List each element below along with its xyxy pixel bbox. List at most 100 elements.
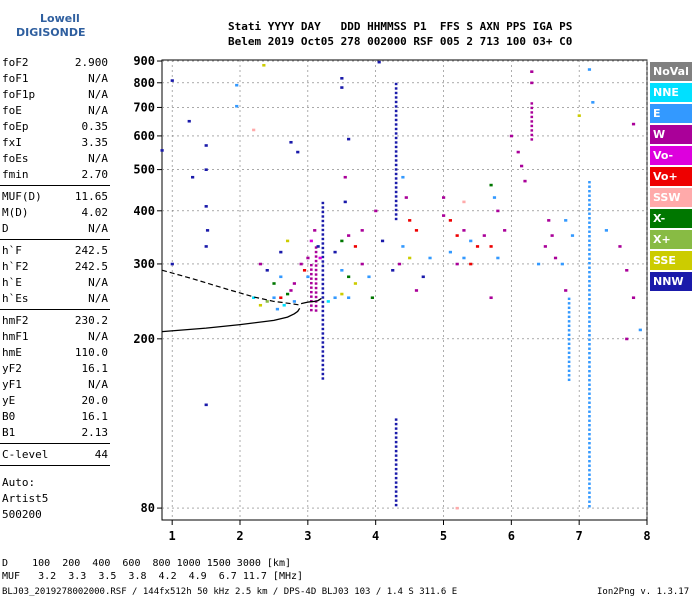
param-name: h`Es xyxy=(2,292,29,305)
echo-streak-mark xyxy=(588,320,591,323)
echo-streak-mark xyxy=(588,203,591,206)
echo-point xyxy=(536,262,541,266)
echo-streak-mark xyxy=(321,255,325,259)
echo-streak-mark xyxy=(321,260,325,263)
echo-streak-mark xyxy=(588,266,591,269)
echo-streak-mark xyxy=(321,368,325,371)
echo-point xyxy=(333,250,337,254)
param-value: 230.2 xyxy=(74,314,108,327)
param-separator xyxy=(0,465,110,466)
param-value: N/A xyxy=(88,292,108,305)
echo-streak-mark xyxy=(567,311,571,314)
echo-point xyxy=(204,144,208,147)
echo-streak-mark xyxy=(394,499,398,502)
echo-point xyxy=(204,168,208,171)
echo-point xyxy=(191,175,195,179)
echo-point xyxy=(353,282,358,285)
echo-streak-mark xyxy=(588,302,591,305)
echo-streak-mark xyxy=(567,302,571,305)
param-name: fmin xyxy=(2,168,29,181)
echo-point xyxy=(374,209,378,213)
param-row: h`F2 242.5 xyxy=(2,259,108,275)
echo-streak-mark xyxy=(314,309,318,312)
o-trace-line xyxy=(300,297,322,305)
echo-point xyxy=(448,219,452,222)
param-row: h`Es N/A xyxy=(2,291,108,307)
echo-streak-mark xyxy=(321,305,325,308)
echo-point xyxy=(414,289,419,292)
echo-streak-mark xyxy=(314,277,318,281)
echo-point xyxy=(401,245,405,248)
param-row: M(D) 4.02 xyxy=(2,205,108,221)
echo-point xyxy=(370,296,374,300)
echo-streak-mark xyxy=(394,150,398,153)
param-value: 110.0 xyxy=(74,346,108,359)
echo-point xyxy=(160,149,164,152)
echo-streak-mark xyxy=(394,458,398,462)
echo-point xyxy=(285,239,290,243)
echo-point xyxy=(318,256,322,260)
echo-point xyxy=(367,275,371,279)
echo-point xyxy=(252,128,256,132)
echo-streak-mark xyxy=(588,289,591,292)
echo-streak-mark xyxy=(394,145,398,149)
echo-streak-mark xyxy=(567,347,571,350)
echo-point xyxy=(353,245,358,248)
echo-streak-mark xyxy=(394,123,398,126)
param-value: 2.900 xyxy=(74,56,108,69)
echo-point xyxy=(272,296,276,300)
echo-point xyxy=(340,86,344,89)
echo-point xyxy=(503,229,507,232)
echo-streak-mark xyxy=(588,370,591,373)
echo-streak-mark xyxy=(588,208,591,211)
echo-point xyxy=(316,245,320,248)
echo-streak-mark xyxy=(321,278,325,281)
echo-streak-mark xyxy=(588,253,591,256)
echo-point xyxy=(414,229,419,232)
echo-point xyxy=(347,137,351,141)
echo-streak-mark xyxy=(321,237,325,241)
echo-point xyxy=(489,245,493,248)
echo-streak-mark xyxy=(588,284,591,287)
x-tick-label: 2 xyxy=(236,529,243,543)
echo-point xyxy=(442,214,446,217)
echo-streak-mark xyxy=(394,436,398,439)
echo-streak-mark xyxy=(588,365,591,368)
echo-streak-mark xyxy=(321,210,325,214)
echo-streak-mark xyxy=(588,262,591,265)
echo-streak-mark xyxy=(321,287,325,290)
echo-streak-mark xyxy=(321,224,325,227)
echo-point xyxy=(282,303,286,307)
echo-streak-mark xyxy=(321,377,325,380)
echo-point xyxy=(170,262,174,266)
echo-point xyxy=(553,256,558,260)
echo-streak-mark xyxy=(567,374,571,377)
param-row: hmF1 N/A xyxy=(2,329,108,345)
echo-point xyxy=(631,296,636,300)
echo-streak-mark xyxy=(588,478,591,481)
echo-streak-mark xyxy=(394,440,398,444)
echo-streak-mark xyxy=(394,476,398,480)
echo-point xyxy=(313,229,317,232)
echo-streak-mark xyxy=(567,320,571,323)
echo-streak-mark xyxy=(394,445,398,448)
echo-streak-mark xyxy=(321,282,325,286)
echo-streak-mark xyxy=(588,487,591,490)
param-row: B1 2.13 xyxy=(2,425,108,441)
echo-streak-mark xyxy=(530,111,534,114)
echo-streak-mark xyxy=(588,455,591,458)
y-tick-label: 700 xyxy=(133,100,155,114)
x-tick-label: 1 xyxy=(169,529,176,543)
echo-point xyxy=(204,403,208,407)
param-value: 16.1 xyxy=(81,410,109,423)
echo-point xyxy=(421,275,425,279)
echo-streak-mark xyxy=(394,159,398,162)
echo-point xyxy=(401,175,405,179)
echo-point xyxy=(340,77,344,80)
echo-point xyxy=(360,229,364,232)
param-value: 2.70 xyxy=(81,168,109,181)
echo-streak-mark xyxy=(567,351,571,355)
echo-streak-mark xyxy=(321,215,325,218)
echo-streak-mark xyxy=(530,120,534,123)
echo-point xyxy=(520,164,524,168)
